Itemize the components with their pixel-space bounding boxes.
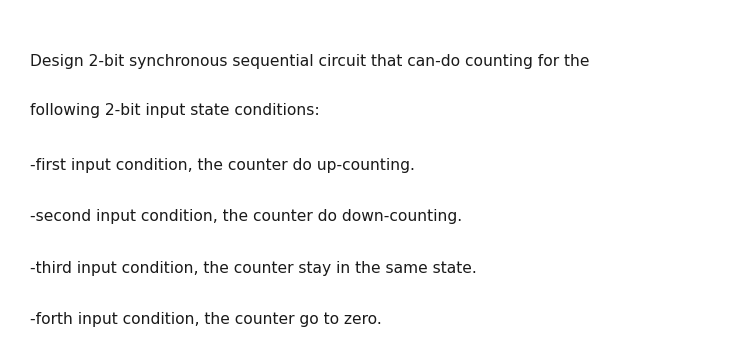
Text: following 2-bit input state conditions:: following 2-bit input state conditions: [30, 103, 320, 118]
Text: -forth input condition, the counter go to zero.: -forth input condition, the counter go t… [30, 312, 382, 327]
Text: -first input condition, the counter do up-counting.: -first input condition, the counter do u… [30, 158, 415, 173]
Text: Design 2-bit synchronous sequential circuit that can-do counting for the: Design 2-bit synchronous sequential circ… [30, 54, 590, 69]
Text: -third input condition, the counter stay in the same state.: -third input condition, the counter stay… [30, 261, 477, 276]
Text: -second input condition, the counter do down-counting.: -second input condition, the counter do … [30, 209, 462, 224]
